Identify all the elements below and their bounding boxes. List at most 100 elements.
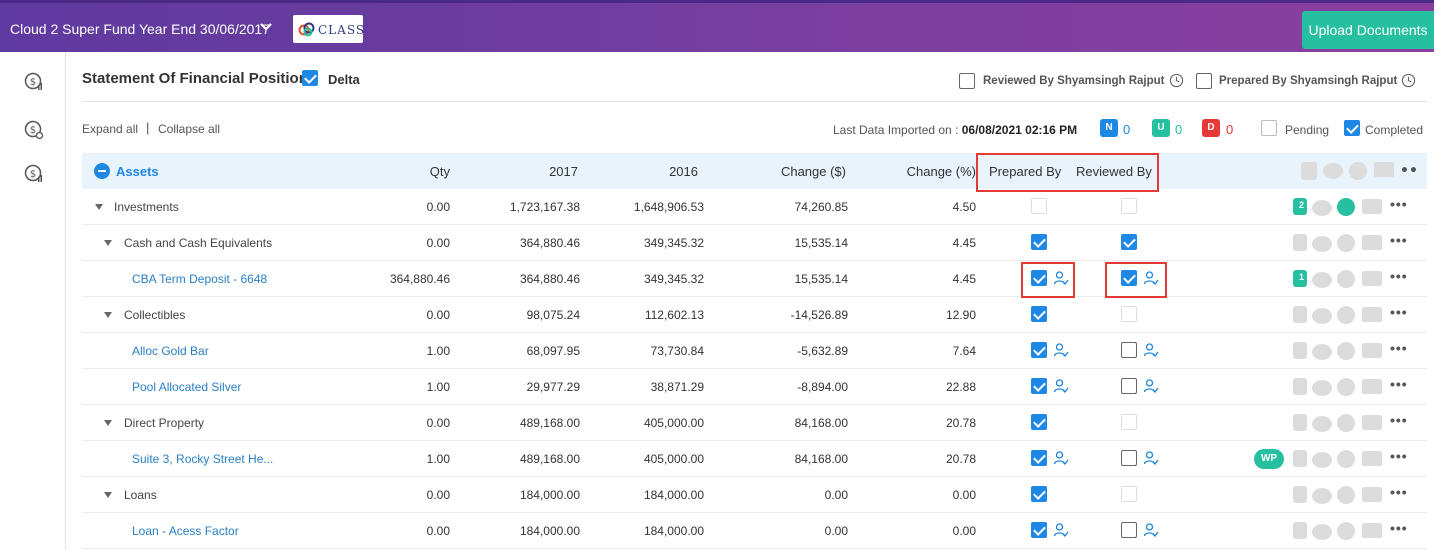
more-options-icon[interactable]: •••: [1390, 484, 1408, 500]
table-row[interactable]: Alloc Gold Bar 1.00 68,097.95 73,730.84 -5,6…: [82, 333, 1427, 369]
prepared-checkbox[interactable]: [1031, 378, 1047, 394]
row-name[interactable]: Suite 3, Rocky Street He...: [132, 452, 274, 466]
row-action-icons[interactable]: [1292, 304, 1392, 326]
comment-icon: [1312, 524, 1332, 540]
class-logo-mark-icon: [298, 22, 315, 37]
prepared-user-icon[interactable]: [1053, 522, 1069, 541]
prepared-checkbox[interactable]: [1031, 270, 1047, 286]
row-name[interactable]: CBA Term Deposit - 6648: [132, 272, 268, 286]
pending-checkbox[interactable]: [1261, 120, 1277, 136]
table-row[interactable]: Investments 0.00 1,723,167.38 1,648,906.53 7…: [82, 189, 1427, 225]
more-options-icon[interactable]: •••: [1390, 340, 1408, 356]
reviewed-by-checkbox[interactable]: [959, 73, 975, 89]
table-row[interactable]: Loans 0.00 184,000.00 184,000.00 0.00 0.00 ••…: [82, 477, 1427, 513]
row-action-icons[interactable]: [1292, 484, 1392, 506]
reviewed-user-icon[interactable]: [1143, 522, 1159, 541]
expand-all-link[interactable]: Expand all: [82, 122, 139, 136]
more-options-icon[interactable]: •••: [1390, 376, 1408, 392]
more-options-icon[interactable]: •••: [1390, 412, 1408, 428]
row-action-icons[interactable]: [1292, 412, 1392, 434]
completed-checkbox[interactable]: [1344, 120, 1360, 136]
prepared-user-icon[interactable]: [1053, 342, 1069, 361]
row-action-icons[interactable]: [1292, 376, 1392, 398]
reviewed-checkbox[interactable]: [1121, 234, 1137, 250]
expand-caret-icon[interactable]: [104, 492, 112, 498]
new-badge[interactable]: N: [1100, 119, 1118, 137]
updated-badge[interactable]: U: [1152, 119, 1170, 137]
expand-caret-icon[interactable]: [104, 312, 112, 318]
expand-caret-icon[interactable]: [95, 204, 103, 210]
table-row[interactable]: Loan - Acess Factor 0.00 184,000.00 184,000…: [82, 513, 1427, 549]
deleted-badge[interactable]: D: [1202, 119, 1220, 137]
more-options-icon[interactable]: •••: [1390, 232, 1408, 248]
table-row[interactable]: Suite 3, Rocky Street He... 1.00 489,168.0…: [82, 441, 1427, 477]
more-options-icon[interactable]: •••: [1390, 196, 1408, 212]
reviewed-checkbox[interactable]: [1121, 522, 1137, 538]
more-options-icon[interactable]: •••: [1390, 268, 1408, 284]
reviewed-user-icon[interactable]: [1143, 270, 1159, 289]
table-row[interactable]: Direct Property 0.00 489,168.00 405,000.00 8…: [82, 405, 1427, 441]
prepared-history-clock-icon[interactable]: [1401, 73, 1416, 88]
row-qty: 364,880.46: [389, 272, 450, 286]
reviewed-checkbox[interactable]: [1121, 486, 1137, 502]
prepared-user-icon[interactable]: [1053, 378, 1069, 397]
prepared-checkbox[interactable]: [1031, 234, 1047, 250]
row-name[interactable]: Pool Allocated Silver: [132, 380, 242, 394]
reviewed-user-icon[interactable]: [1143, 342, 1159, 361]
row-change-percent: 12.90: [945, 308, 976, 322]
comment-icon: [1312, 344, 1332, 360]
highlight-prepared-box: [1021, 262, 1075, 298]
assets-header[interactable]: Assets: [116, 164, 159, 179]
row-name[interactable]: Loan - Acess Factor: [132, 524, 239, 538]
prepared-checkbox[interactable]: [1031, 306, 1047, 322]
reviewed-checkbox[interactable]: [1121, 450, 1137, 466]
table-row[interactable]: Collectibles 0.00 98,075.24 112,602.13 -14,5…: [82, 297, 1427, 333]
prepared-checkbox[interactable]: [1031, 486, 1047, 502]
prepared-checkbox[interactable]: [1031, 198, 1047, 214]
more-options-icon[interactable]: •••: [1390, 304, 1408, 320]
table-row[interactable]: Pool Allocated Silver 1.00 29,977.29 38,871…: [82, 369, 1427, 405]
prepared-checkbox[interactable]: [1031, 342, 1047, 358]
chevron-down-icon[interactable]: [258, 19, 274, 35]
prepared-checkbox[interactable]: [1031, 450, 1047, 466]
row-name: Direct Property: [124, 416, 205, 430]
reviewed-checkbox[interactable]: [1121, 270, 1137, 286]
expand-caret-icon[interactable]: [104, 420, 112, 426]
reviewed-user-icon[interactable]: [1143, 450, 1159, 469]
dollar-report-icon[interactable]: $: [24, 72, 44, 92]
reviewed-checkbox[interactable]: [1121, 342, 1137, 358]
prepared-user-icon[interactable]: [1053, 450, 1069, 469]
workpaper-badge[interactable]: WP: [1254, 449, 1284, 469]
reviewed-history-clock-icon[interactable]: [1169, 73, 1184, 88]
prepared-checkbox[interactable]: [1031, 414, 1047, 430]
collapse-assets-icon[interactable]: [94, 163, 110, 179]
row-action-icons[interactable]: [1292, 520, 1392, 542]
table-row[interactable]: Cash and Cash Equivalents 0.00 364,880.46 3…: [82, 225, 1427, 261]
table-row[interactable]: CBA Term Deposit - 6648 364,880.46 364,880…: [82, 261, 1427, 297]
fund-title[interactable]: Cloud 2 Super Fund Year End 30/06/2017: [10, 21, 270, 37]
reviewed-checkbox[interactable]: [1121, 378, 1137, 394]
row-action-icons[interactable]: [1292, 340, 1392, 362]
reviewed-checkbox[interactable]: [1121, 414, 1137, 430]
collapse-all-link[interactable]: Collapse all: [158, 122, 221, 136]
prepared-by-checkbox[interactable]: [1196, 73, 1212, 89]
reviewed-checkbox[interactable]: [1121, 198, 1137, 214]
more-options-icon[interactable]: •••: [1390, 448, 1408, 464]
dollar-settings-icon[interactable]: $: [24, 120, 44, 140]
row-change-amount: 84,168.00: [794, 416, 848, 430]
reviewed-checkbox[interactable]: [1121, 306, 1137, 322]
row-action-icons[interactable]: [1292, 448, 1392, 470]
row-name[interactable]: Alloc Gold Bar: [132, 344, 209, 358]
prepared-checkbox[interactable]: [1031, 522, 1047, 538]
row-action-icons[interactable]: [1292, 268, 1392, 290]
row-2017: 29,977.29: [526, 380, 580, 394]
delta-checkbox[interactable]: [302, 70, 318, 86]
dollar-chart-icon[interactable]: $: [24, 164, 44, 184]
row-action-icons[interactable]: [1292, 196, 1392, 218]
prepared-user-icon[interactable]: [1053, 270, 1069, 289]
upload-documents-button[interactable]: Upload Documents: [1302, 11, 1434, 49]
more-options-icon[interactable]: •••: [1390, 520, 1408, 536]
reviewed-user-icon[interactable]: [1143, 378, 1159, 397]
row-action-icons[interactable]: [1292, 232, 1392, 254]
expand-caret-icon[interactable]: [104, 240, 112, 246]
